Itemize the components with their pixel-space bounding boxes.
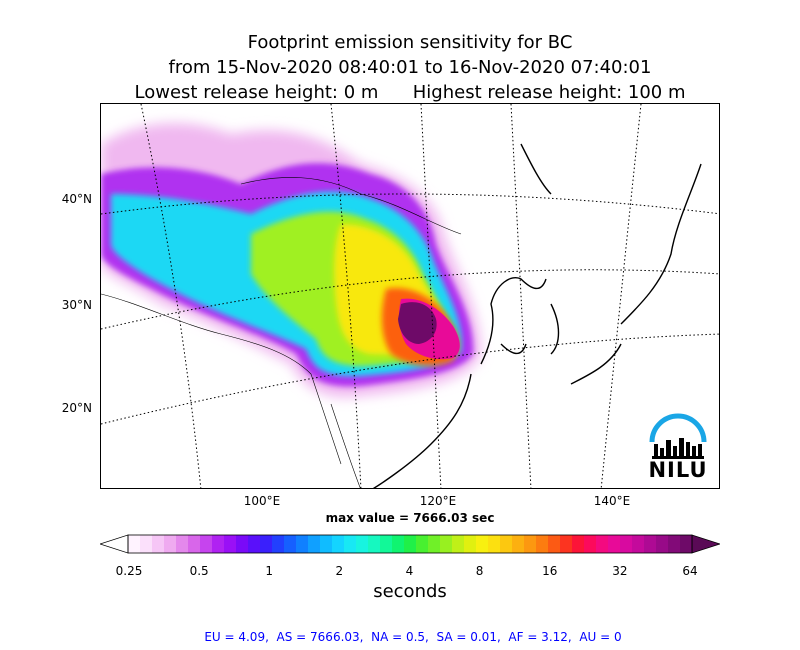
colorbar-cell (632, 535, 645, 553)
colorbar-cell (536, 535, 549, 553)
colorbar-cell (308, 535, 321, 553)
colorbar-cell (416, 535, 429, 553)
colorbar-min-arrow (100, 534, 129, 554)
nilu-logo-text: NILU (648, 458, 708, 482)
colorbar-tick-label: 64 (682, 564, 698, 578)
lat-label-40n: 40°N (61, 192, 92, 206)
colorbar-cell (152, 535, 165, 553)
colorbar-tick-label: 16 (542, 564, 558, 578)
colorbar-cell (572, 535, 585, 553)
colorbar-cell (548, 535, 561, 553)
colorbar-cell (620, 535, 633, 553)
colorbar-cell (176, 535, 189, 553)
colorbar-cell (452, 535, 465, 553)
colorbar-cell (356, 535, 369, 553)
colorbar-cell (668, 535, 681, 553)
colorbar-tick-label: 8 (475, 564, 484, 578)
colorbar-cell (224, 535, 237, 553)
colorbar-cell (680, 535, 693, 553)
colorbar-cell (560, 535, 573, 553)
lon-label-100e: 100°E (243, 494, 281, 508)
colorbar-cell (248, 535, 261, 553)
colorbar-cell (608, 535, 621, 553)
colorbar-max-arrow (691, 534, 720, 554)
colorbar-cell (584, 535, 597, 553)
colorbar-cell (200, 535, 213, 553)
colorbar-cell (332, 535, 345, 553)
lon-label-120e: 120°E (419, 494, 457, 508)
lat-label-30n: 30°N (61, 298, 92, 312)
colorbar (100, 534, 720, 554)
title-line-3: Lowest release height: 0 m Highest relea… (134, 82, 686, 103)
colorbar-cell (212, 535, 225, 553)
colorbar-cell (488, 535, 501, 553)
title-line-1: Footprint emission sensitivity for BC (247, 32, 573, 53)
colorbar-tick-label: 1 (265, 564, 274, 578)
colorbar-cell (128, 535, 141, 553)
graticule (101, 104, 719, 488)
colorbar-tick-label: 2 (335, 564, 344, 578)
colorbar-cell (260, 535, 273, 553)
emission-plume (101, 123, 481, 398)
region-values: EU = 4.09, AS = 7666.03, NA = 0.5, SA = … (204, 630, 622, 644)
colorbar-cell (596, 535, 609, 553)
colorbar-tick-label: 32 (612, 564, 628, 578)
colorbar-cell (476, 535, 489, 553)
colorbar-cell (236, 535, 249, 553)
colorbar-cell (656, 535, 669, 553)
map-panel (100, 103, 720, 489)
plot-title: Footprint emission sensitivity for BC fr… (0, 30, 800, 105)
footprint-map (101, 104, 719, 488)
lat-label-20n: 20°N (61, 401, 92, 415)
colorbar-cell (140, 535, 153, 553)
colorbar-tick-label: 4 (405, 564, 414, 578)
colorbar-tick-label: 0.25 (115, 564, 143, 578)
colorbar-tick-label: 0.5 (189, 564, 209, 578)
max-value-label: max value = 7666.03 sec (325, 511, 495, 525)
colorbar-cell (512, 535, 525, 553)
colorbar-cell (524, 535, 537, 553)
colorbar-cell (380, 535, 393, 553)
nilu-logo (649, 413, 707, 459)
colorbar-cell (644, 535, 657, 553)
colorbar-cell (404, 535, 417, 553)
colorbar-cell (500, 535, 513, 553)
colorbar-cell (428, 535, 441, 553)
colorbar-unit-label: seconds (373, 581, 447, 602)
country-borders (101, 177, 462, 488)
title-line-2: from 15-Nov-2020 08:40:01 to 16-Nov-2020… (168, 57, 652, 78)
colorbar-cell (368, 535, 381, 553)
colorbar-cell (272, 535, 285, 553)
colorbar-cell (464, 535, 477, 553)
colorbar-cell (284, 535, 297, 553)
colorbar-cell (440, 535, 453, 553)
colorbar-cell (392, 535, 405, 553)
colorbar-cell (164, 535, 177, 553)
lon-label-140e: 140°E (593, 494, 631, 508)
colorbar-cell (320, 535, 333, 553)
colorbar-cell (296, 535, 309, 553)
coastlines (372, 143, 702, 488)
colorbar-cell (188, 535, 201, 553)
colorbar-cell (344, 535, 357, 553)
